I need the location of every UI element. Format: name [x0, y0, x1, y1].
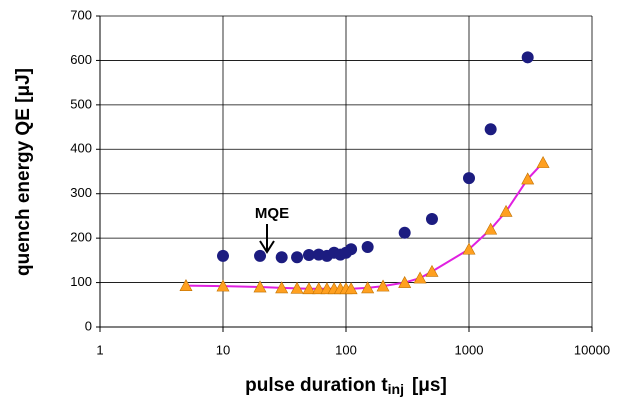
- point: [275, 251, 288, 264]
- point: [398, 226, 411, 239]
- point: [484, 222, 498, 235]
- point: [302, 249, 315, 262]
- point: [484, 123, 497, 136]
- y-tick-label: 300: [70, 185, 92, 200]
- annotation: MQE: [255, 205, 289, 222]
- x-axis-title-sub: inj: [388, 381, 404, 397]
- point: [463, 172, 475, 185]
- point: [253, 280, 267, 293]
- y-tick-label: 500: [70, 96, 92, 111]
- point: [425, 213, 438, 226]
- x-tick-label: 1: [96, 342, 103, 357]
- point: [290, 281, 304, 294]
- point: [425, 264, 439, 277]
- point: [521, 172, 535, 185]
- y-tick-label: 400: [70, 141, 92, 156]
- x-tick-label: 10000: [574, 342, 610, 357]
- x-tick-label: 100: [335, 342, 357, 357]
- point: [361, 281, 375, 294]
- y-tick-label: 700: [70, 7, 92, 22]
- point: [179, 279, 193, 291]
- x-axis-title-main: pulse duration t: [245, 375, 388, 396]
- y-tick-label: 200: [70, 230, 92, 245]
- point: [398, 275, 412, 288]
- x-tick-label: 1000: [455, 342, 484, 357]
- point: [499, 204, 513, 217]
- point: [536, 155, 550, 168]
- point: [216, 279, 230, 292]
- point: [376, 279, 390, 292]
- y-axis-title: quench energy QE [μJ]: [13, 68, 34, 276]
- point: [217, 249, 229, 262]
- point: [254, 249, 267, 262]
- point: [462, 242, 476, 255]
- point: [302, 282, 316, 295]
- x-tick-label: 10: [216, 342, 230, 357]
- x-axis-title-unit: [μs]: [412, 375, 447, 396]
- point: [345, 243, 358, 256]
- point: [312, 282, 326, 295]
- point: [413, 271, 427, 284]
- point: [291, 251, 304, 264]
- point: [361, 241, 374, 254]
- point: [521, 51, 534, 64]
- y-tick-label: 100: [70, 274, 92, 289]
- annotation-arrowhead: [259, 240, 275, 254]
- x-axis-title: pulse duration tinj [μs]: [245, 375, 447, 397]
- point: [275, 281, 289, 294]
- y-tick-label: 600: [70, 52, 92, 67]
- y-tick-label: 0: [85, 318, 92, 333]
- point: [344, 282, 358, 295]
